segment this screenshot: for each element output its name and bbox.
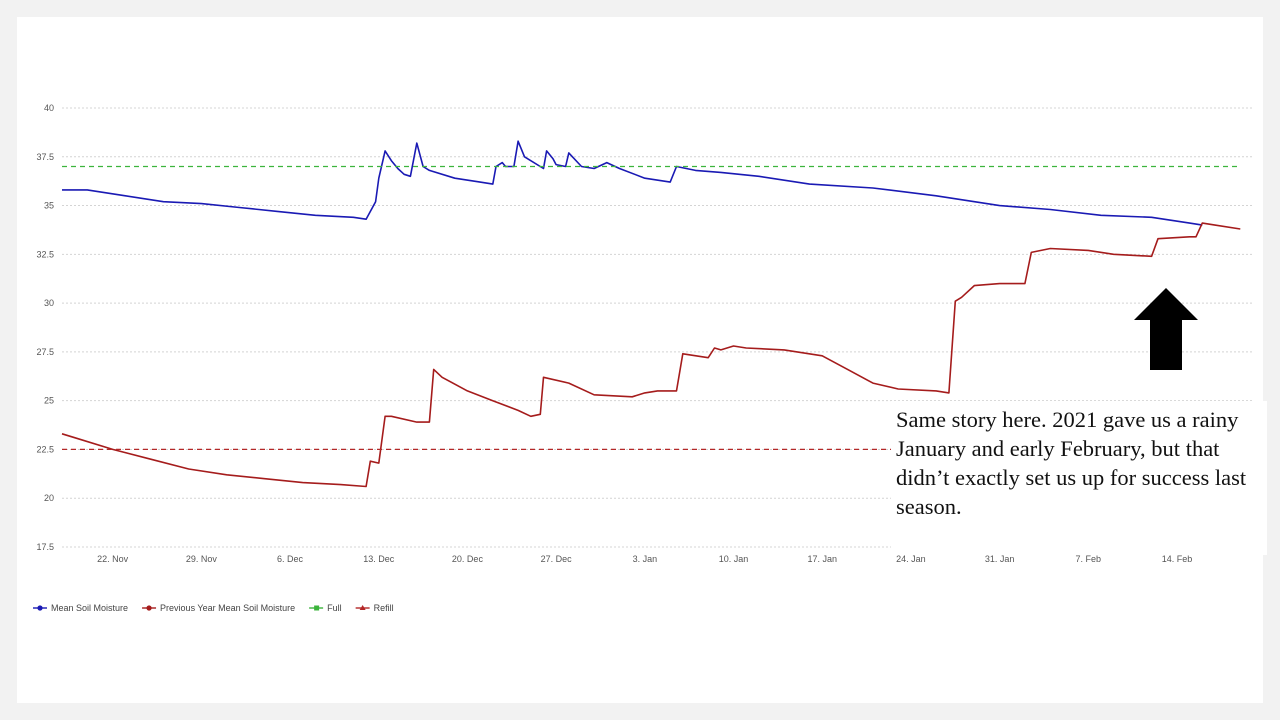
slide: 17.5 20 22.5 25 27.5 30 32.5 35 37.5 40 22. Nov 29… (17, 17, 1263, 703)
y-tick-label: 25 (44, 396, 54, 406)
y-tick-label: 37.5 (36, 152, 54, 162)
series-line-0 (62, 140, 1203, 226)
y-tick-label: 22.5 (36, 444, 54, 454)
x-tick-label: 10. Jan (719, 554, 749, 564)
x-tick-label: 22. Nov (97, 554, 129, 564)
legend-marker (146, 605, 152, 611)
legend-marker (359, 605, 366, 610)
caption-text: Same story here. 2021 gave us a rainy Ja… (891, 401, 1267, 555)
x-tick-label: 13. Dec (363, 554, 395, 564)
x-tick-label: 24. Jan (896, 554, 926, 564)
legend: Mean Soil Moisture Previous Year Mean Soi… (33, 603, 394, 613)
x-tick-label: 17. Jan (807, 554, 837, 564)
legend-item-label: Full (327, 603, 342, 613)
y-tick-label: 30 (44, 298, 54, 308)
legend-item-label: Previous Year Mean Soil Moisture (160, 603, 295, 613)
up-arrow-icon (1134, 288, 1198, 370)
series-line-1 (61, 222, 1241, 488)
x-tick-label: 20. Dec (452, 554, 484, 564)
y-tick-label: 20 (44, 493, 54, 503)
y-axis-ticks: 17.5 20 22.5 25 27.5 30 32.5 35 37.5 40 (36, 103, 54, 552)
legend-marker (314, 605, 320, 611)
y-tick-label: 40 (44, 103, 54, 113)
y-tick-label: 35 (44, 201, 54, 211)
x-tick-label: 31. Jan (985, 554, 1015, 564)
x-tick-label: 29. Nov (186, 554, 218, 564)
y-tick-label: 17.5 (36, 542, 54, 552)
legend-item-label: Mean Soil Moisture (51, 603, 128, 613)
x-tick-label: 27. Dec (541, 554, 573, 564)
x-tick-label: 6. Dec (277, 554, 304, 564)
y-tick-label: 27.5 (36, 347, 54, 357)
legend-marker (37, 605, 43, 611)
x-tick-label: 3. Jan (633, 554, 658, 564)
y-tick-label: 32.5 (36, 249, 54, 259)
soil-moisture-chart: 17.5 20 22.5 25 27.5 30 32.5 35 37.5 40 22. Nov 29… (33, 103, 1253, 613)
x-axis-ticks: 22. Nov 29. Nov 6. Dec 13. Dec 20. Dec 27. De… (97, 554, 1192, 564)
legend-item-label: Refill (374, 603, 394, 613)
x-tick-label: 14. Feb (1162, 554, 1193, 564)
x-tick-label: 7. Feb (1076, 554, 1102, 564)
